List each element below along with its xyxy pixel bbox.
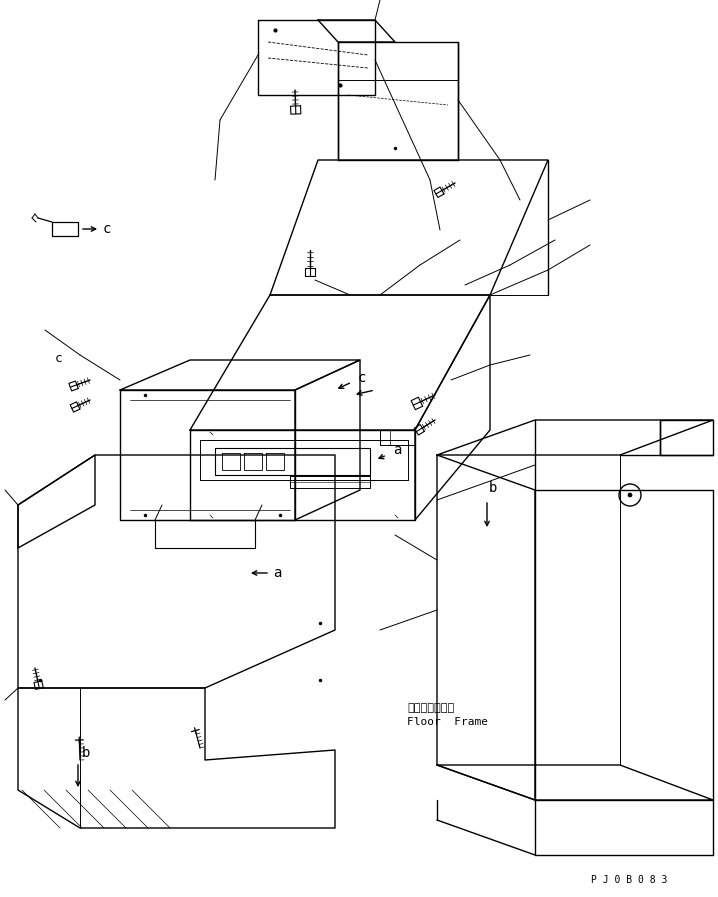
- Text: b: b: [489, 481, 498, 495]
- Text: c: c: [55, 352, 62, 364]
- Text: b: b: [82, 746, 90, 760]
- Text: P J 0 B 0 8 3: P J 0 B 0 8 3: [591, 875, 667, 885]
- Text: c: c: [358, 371, 366, 385]
- Circle shape: [628, 493, 632, 497]
- Text: フロアフレーム: フロアフレーム: [407, 703, 454, 713]
- Text: a: a: [393, 443, 401, 457]
- Text: c: c: [103, 222, 111, 236]
- Text: a: a: [273, 566, 281, 580]
- Text: Floor  Frame: Floor Frame: [407, 717, 488, 727]
